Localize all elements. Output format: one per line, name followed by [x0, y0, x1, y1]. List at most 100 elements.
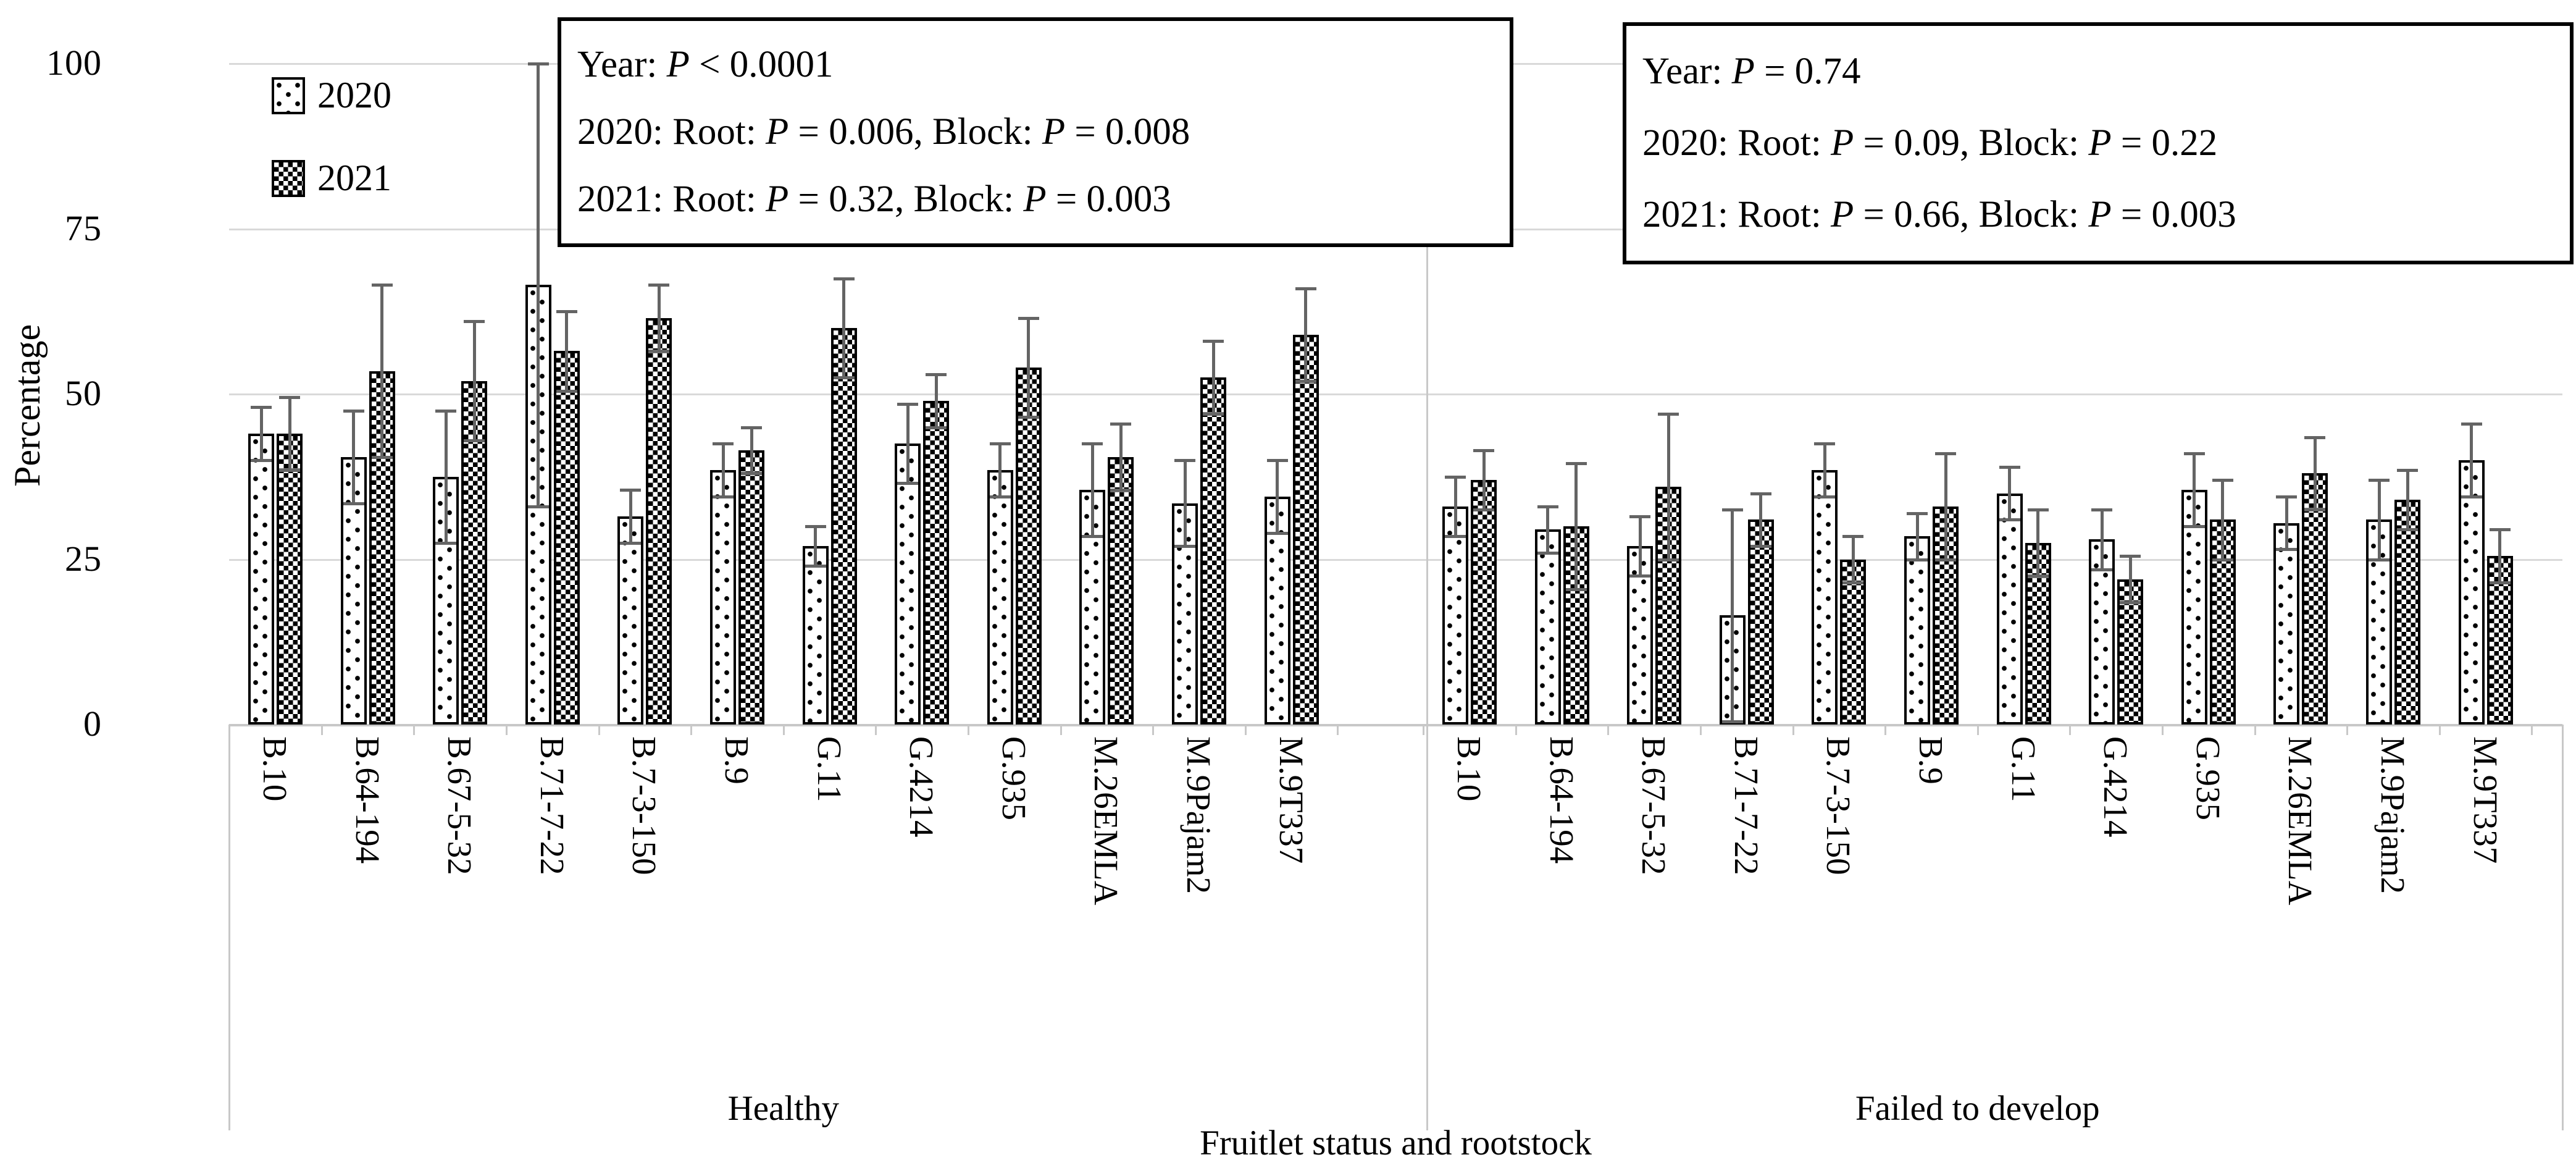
bar-healthy-2021-M.26EMLA: [1108, 456, 1134, 725]
error-bar-cap-bottom: [2027, 574, 2049, 578]
error-bar: [1276, 460, 1279, 533]
error-bar-cap-top: [527, 62, 549, 65]
category-label-B.64-194: B.64-194: [1542, 736, 1581, 864]
error-bar: [1546, 506, 1550, 553]
error-bar-cap-top: [435, 409, 457, 413]
annotation-line: Year: P < 0.0001: [577, 44, 834, 85]
error-bar-cap-top: [1842, 535, 1864, 539]
error-bar-cap-top: [1999, 465, 2020, 469]
axis-boundary-line: [1426, 64, 1428, 1130]
category-tick: [1060, 725, 1062, 735]
bar-failed-to-develop-2020-G.4214: [2089, 539, 2115, 725]
y-axis-tick-label: 25: [65, 538, 102, 579]
error-bar-cap-top: [1018, 316, 1039, 320]
category-tick: [1337, 725, 1339, 735]
error-bar: [2193, 453, 2196, 526]
bar-failed-to-develop-2021-B.10: [1471, 480, 1497, 725]
bar-failed-to-develop-2021-M.26EMLA: [2302, 473, 2328, 725]
category-tick: [1423, 725, 1425, 735]
error-bar: [721, 444, 725, 497]
category-tick: [1152, 725, 1155, 735]
error-bar-cap-top: [2276, 495, 2298, 498]
category-label-B.9: B.9: [1912, 736, 1950, 784]
bar-healthy-2020-G.11: [802, 546, 829, 725]
gridline: [229, 558, 2562, 561]
error-bar: [2221, 480, 2225, 560]
error-bar-cap-bottom: [1750, 545, 1771, 549]
error-bar-cap-bottom: [2489, 581, 2511, 584]
legend-swatch-2021-icon: [272, 159, 305, 197]
bar-healthy-2021-B.9: [738, 450, 764, 725]
error-bar: [629, 490, 632, 543]
annotation-line: Year: P = 0.74: [1642, 51, 1861, 92]
category-tick: [228, 725, 231, 735]
error-bar: [1211, 341, 1215, 414]
error-bar-cap-top: [2212, 479, 2233, 482]
bar-failed-to-develop-2020-M.26EMLA: [2273, 523, 2300, 725]
error-bar: [380, 285, 384, 457]
category-label-M.26EMLA: M.26EMLA: [2281, 736, 2320, 906]
error-bar: [1638, 516, 1642, 576]
error-bar-cap-top: [1203, 340, 1224, 343]
error-bar: [2313, 437, 2317, 510]
error-bar-cap-bottom: [1999, 518, 2020, 522]
error-bar: [750, 427, 753, 474]
bar-healthy-2020-M.9T337: [1264, 496, 1290, 725]
error-bar: [1666, 414, 1670, 560]
category-tick: [875, 725, 877, 735]
error-bar: [1304, 288, 1308, 381]
error-bar-cap-bottom: [833, 376, 855, 380]
error-bar-cap-bottom: [1018, 416, 1039, 419]
y-axis-tick-label: 0: [83, 704, 102, 744]
error-bar: [565, 311, 569, 391]
error-bar: [1915, 513, 1919, 560]
error-bar-cap-top: [1658, 413, 1679, 416]
category-label-G.935: G.935: [2189, 736, 2227, 820]
bar-failed-to-develop-2020-B.64-194: [1534, 529, 1561, 725]
category-label-G.4214: G.4214: [903, 736, 941, 838]
error-bar: [1027, 317, 1031, 418]
axis-boundary-line: [228, 725, 230, 1130]
error-bar: [472, 321, 476, 440]
category-tick: [2346, 725, 2349, 735]
error-bar-cap-top: [2183, 452, 2205, 456]
category-tick: [2254, 725, 2256, 735]
category-label-B.71-7-22: B.71-7-22: [1727, 736, 1765, 875]
y-axis-tick-label: 50: [65, 373, 102, 414]
legend-label-2020: 2020: [317, 75, 391, 116]
error-bar-cap-top: [805, 525, 826, 528]
bar-failed-to-develop-2020-G.11: [1996, 493, 2023, 725]
category-label-B.10: B.10: [256, 736, 294, 802]
category-tick: [1515, 725, 1517, 735]
error-bar: [2100, 510, 2104, 570]
category-label-G.4214: G.4214: [2097, 736, 2135, 838]
bar-healthy-2021-B.71-7-22: [553, 351, 580, 725]
error-bar: [998, 444, 1002, 497]
category-tick: [1884, 725, 1887, 735]
bar-healthy-2021-G.11: [830, 328, 857, 725]
category-label-B.10: B.10: [1450, 736, 1488, 802]
error-bar-cap-bottom: [620, 541, 642, 545]
error-bar-cap-bottom: [805, 565, 826, 568]
error-bar-cap-bottom: [989, 495, 1011, 498]
error-bar-cap-top: [464, 320, 485, 324]
error-bar-cap-top: [1295, 287, 1316, 290]
error-bar-cap-bottom: [464, 439, 485, 442]
legend-item-2021: 2021: [272, 157, 391, 200]
error-bar: [814, 526, 818, 566]
category-label-M.9Pajam2: M.9Pajam2: [2374, 736, 2412, 894]
error-bar-cap-bottom: [2461, 495, 2482, 498]
category-label-B.9: B.9: [718, 736, 756, 784]
error-bar-cap-bottom: [1565, 587, 1587, 591]
category-tick: [690, 725, 693, 735]
group-label-failed-to-develop: Failed to develop: [1855, 1089, 2100, 1128]
error-bar-cap-top: [1814, 442, 1836, 446]
error-bar-cap-top: [2397, 469, 2418, 473]
error-bar-cap-top: [713, 442, 734, 446]
error-bar-cap-top: [741, 426, 762, 429]
category-label-G.11: G.11: [810, 736, 848, 802]
category-tick: [2069, 725, 2072, 735]
bar-failed-to-develop-2020-B.10: [1442, 506, 1468, 725]
error-bar-cap-top: [1082, 442, 1103, 446]
category-label-G.11: G.11: [2004, 736, 2043, 802]
